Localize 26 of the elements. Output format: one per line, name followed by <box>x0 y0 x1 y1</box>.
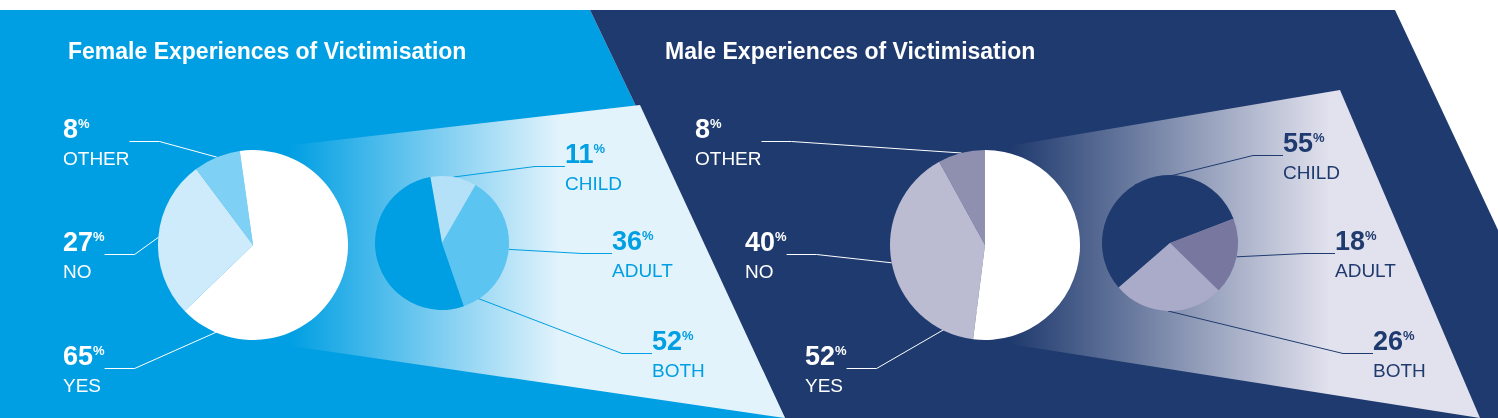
data-label: 52% <box>805 341 848 371</box>
slice-label: OTHER <box>63 147 130 169</box>
slice-label: YES <box>805 374 844 396</box>
data-label: 27% <box>63 227 106 257</box>
data-label: 55% <box>1283 128 1326 158</box>
data-label: 40% <box>745 227 788 257</box>
slice-label: NO <box>63 260 92 282</box>
slice-label: ADULT <box>612 259 674 281</box>
data-label: 65% <box>63 341 106 371</box>
data-label: 8% <box>63 114 91 144</box>
slice-label: CHILD <box>565 172 623 194</box>
data-label: 26% <box>1373 326 1416 356</box>
data-label: 18% <box>1335 226 1378 256</box>
chart-title: Male Experiences of Victimisation <box>665 37 1036 64</box>
slice-label: ADULT <box>1335 259 1397 281</box>
data-label: 52% <box>652 326 695 356</box>
slice-label: BOTH <box>1373 359 1426 381</box>
data-label: 36% <box>612 226 655 256</box>
slice-label: YES <box>63 374 102 396</box>
slice-label: BOTH <box>652 359 705 381</box>
data-label: 8% <box>695 114 723 144</box>
data-label: 11% <box>565 139 606 169</box>
slice-label: NO <box>745 260 774 282</box>
slice-label: OTHER <box>695 147 762 169</box>
slice-label: CHILD <box>1283 161 1341 183</box>
chart-title: Female Experiences of Victimisation <box>68 37 467 64</box>
